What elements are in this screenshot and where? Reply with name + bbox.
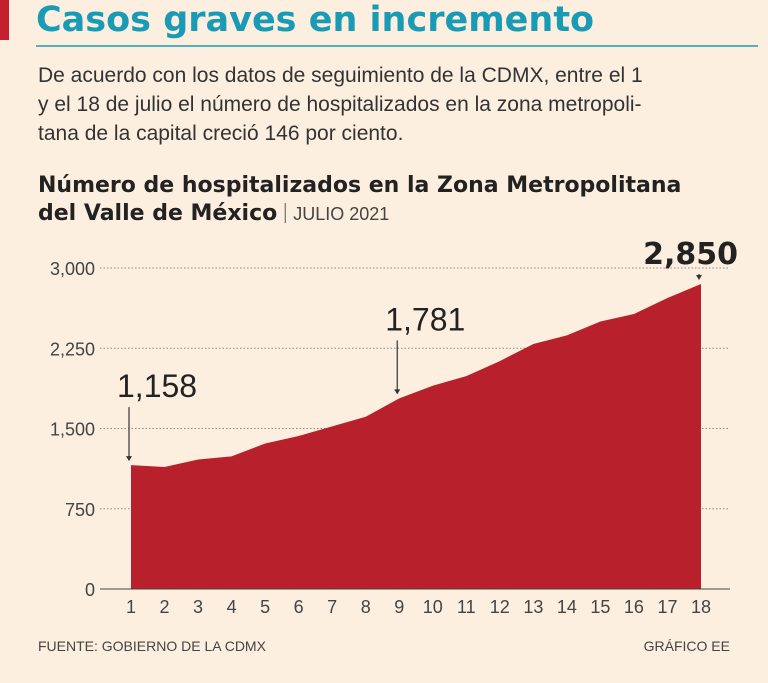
value-label: 1,781 <box>385 301 465 337</box>
description-line: De acuerdo con los datos de seguimiento … <box>38 64 643 87</box>
chart-title-line: del Valle de México <box>38 201 277 226</box>
x-tick-label: 18 <box>691 597 711 617</box>
x-tick-label: 1 <box>126 597 136 617</box>
x-tick-label: 5 <box>260 597 270 617</box>
x-tick-label: 3 <box>193 597 203 617</box>
x-tick-label: 11 <box>457 597 476 617</box>
x-tick-label: 15 <box>590 597 610 617</box>
source: FUENTE: GOBIERNO DE LA CDMX <box>38 638 267 654</box>
x-tick-label: 16 <box>624 597 644 617</box>
chart-title: Número de hospitalizados en la Zona Metr… <box>38 173 681 226</box>
x-tick-label: 8 <box>361 597 371 617</box>
description: De acuerdo con los datos de seguimiento … <box>38 64 643 145</box>
credit: GRÁFICO EE <box>644 638 730 654</box>
x-tick-label: 10 <box>423 597 443 617</box>
x-tick-label: 13 <box>523 597 543 617</box>
label-arrowhead <box>126 456 132 462</box>
x-tick-label: 12 <box>490 597 510 617</box>
description-line: y el 18 de julio el número de hospitaliz… <box>38 93 642 116</box>
period: JULIO 2021 <box>293 204 389 224</box>
value-label: 1,158 <box>117 368 197 404</box>
x-tick-label: 4 <box>227 597 237 617</box>
description-line: tana de la capital creció 146 por ciento… <box>38 122 403 145</box>
y-tick-label: 0 <box>85 580 95 600</box>
value-label: 2,850 <box>643 237 738 272</box>
y-tick-label: 1,500 <box>50 420 95 440</box>
y-tick-label: 2,250 <box>50 339 95 359</box>
area <box>131 284 701 589</box>
y-tick-label: 3,000 <box>50 259 95 279</box>
x-tick-label: 17 <box>657 597 677 617</box>
x-tick-label: 7 <box>327 597 337 617</box>
headline: Casos graves en incremento <box>36 0 594 40</box>
x-tick-label: 14 <box>557 597 577 617</box>
x-tick-label: 6 <box>294 597 304 617</box>
x-tick-label: 9 <box>394 597 404 617</box>
label-arrowhead <box>696 275 702 281</box>
x-tick-label: 2 <box>160 597 170 617</box>
headline-marker <box>0 0 9 40</box>
label-arrowhead <box>394 389 401 395</box>
y-tick-label: 750 <box>65 500 95 520</box>
chart-title-line: Número de hospitalizados en la Zona Metr… <box>38 173 681 198</box>
